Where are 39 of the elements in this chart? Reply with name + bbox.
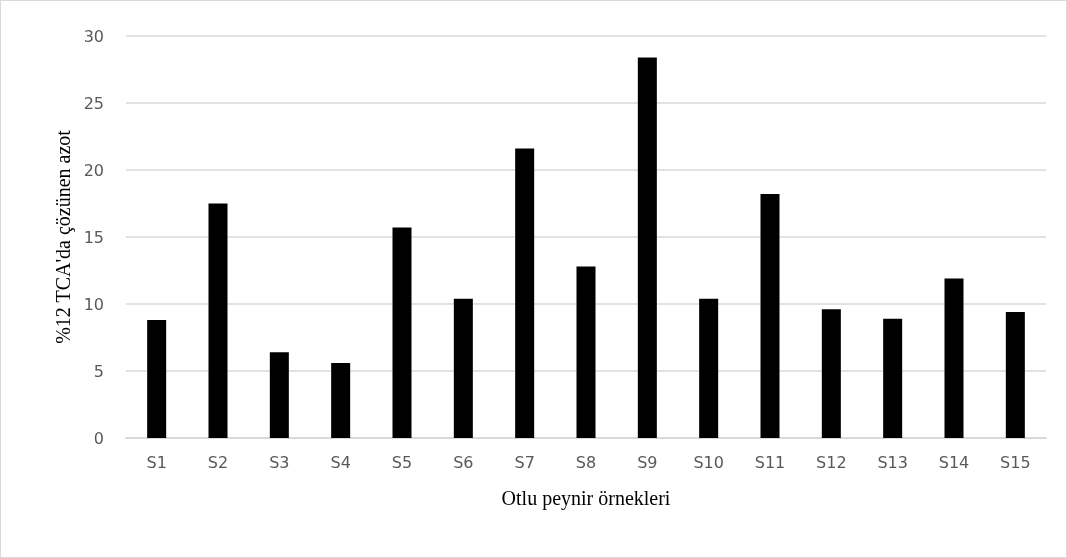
x-tick-label: S13 [877,452,908,472]
bar [1005,312,1025,438]
y-tick-label: 10 [83,294,104,314]
bar [699,298,719,438]
y-tick-label: 0 [93,428,104,448]
bar [515,148,535,438]
bar [147,320,167,438]
bar [821,309,841,438]
bar [208,203,228,438]
x-tick-label: S5 [391,452,413,472]
x-tick-label: S7 [514,452,535,472]
y-tick-label: 15 [83,227,104,247]
x-tick-label: S2 [207,452,229,472]
x-tick-label: S12 [816,452,847,472]
x-tick-label: S4 [330,452,351,472]
bar [760,194,780,438]
bar [576,266,596,438]
bar [453,298,473,438]
x-tick-label: S14 [938,452,970,472]
y-tick-label: 30 [83,26,104,46]
bar [944,278,964,438]
bar [269,352,289,438]
y-tick-label: 20 [83,160,104,180]
x-tick-label: S11 [754,452,786,472]
x-tick-label: S1 [146,452,167,472]
x-tick-label: S3 [269,452,290,472]
bar [883,318,903,438]
y-tick-label: 5 [93,361,104,381]
y-tick-label: 25 [83,93,104,113]
x-tick-label: S6 [453,452,474,472]
bar [392,227,412,438]
bar [331,362,351,438]
y-axis-title: %12 TCA'da çözünen azot [51,129,75,344]
x-axis-title: Otlu peynir örnekleri [501,487,671,510]
x-tick-label: S8 [575,452,597,472]
bar [637,57,657,438]
x-tick-label: S9 [637,452,658,472]
x-tick-label: S10 [693,452,724,472]
x-tick-label: S15 [1000,452,1031,472]
